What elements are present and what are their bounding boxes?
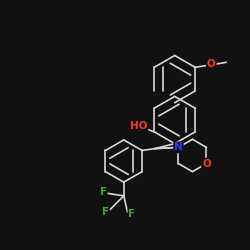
Text: O: O <box>202 158 211 168</box>
Text: O: O <box>207 59 216 69</box>
Text: F: F <box>100 187 107 197</box>
Text: N: N <box>174 142 183 152</box>
Text: F: F <box>102 207 109 217</box>
Text: HO: HO <box>130 121 147 131</box>
Text: F: F <box>128 209 136 219</box>
